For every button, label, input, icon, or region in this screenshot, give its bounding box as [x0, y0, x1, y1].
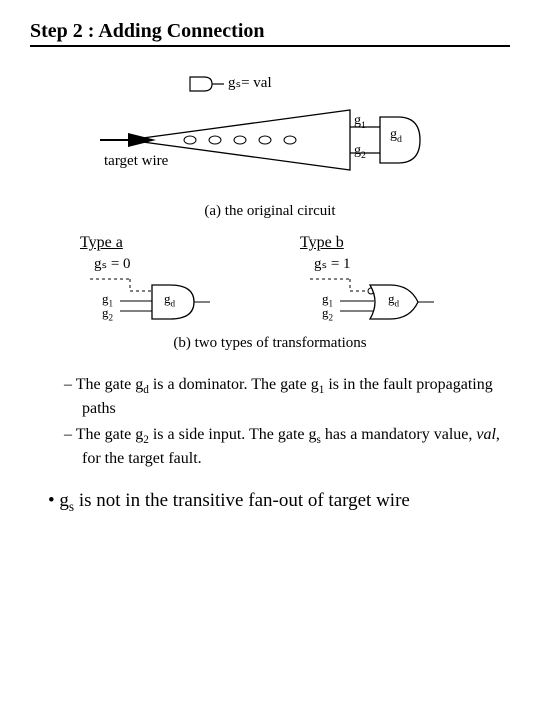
type-a-gate-svg	[70, 277, 250, 327]
caption-b: (b) two types of transformations	[30, 335, 510, 352]
type-b-gs: gₛ = 1	[314, 254, 470, 273]
type-b-header: Type b	[300, 234, 470, 252]
page-title: Step 2 : Adding Connection	[30, 20, 510, 47]
type-b-gate-svg	[290, 277, 470, 327]
type-a-gs: gₛ = 0	[94, 254, 250, 273]
g1-label: g1	[354, 113, 366, 131]
type-b-gd: gd	[388, 291, 399, 309]
gs-val-label: gₛ= val	[228, 73, 272, 92]
notes: – The gate gd is a dominator. The gate g…	[64, 374, 500, 470]
diagram-a: gₛ= val target wire g1 g2 gd	[100, 65, 440, 195]
type-b-g2: g2	[322, 305, 333, 323]
type-a-g2: g2	[102, 305, 113, 323]
target-wire-label: target wire	[104, 153, 168, 170]
g2-label: g2	[354, 143, 366, 161]
type-b-col: Type b gₛ = 1 g1 g2 gd	[290, 234, 470, 327]
caption-a: (a) the original circuit	[30, 203, 510, 220]
note-line-1: – The gate gd is a dominator. The gate g…	[64, 374, 500, 420]
type-a-gd: gd	[164, 291, 175, 309]
gd-label: gd	[390, 127, 402, 145]
note-line-2: – The gate g2 is a side input. The gate …	[64, 424, 500, 470]
type-a-col: Type a gₛ = 0 g1 g2 gd	[70, 234, 250, 327]
diagram-b: Type a gₛ = 0 g1 g2 gd Type b gₛ = 1	[70, 234, 470, 327]
main-bullet: • gs is not in the transitive fan-out of…	[48, 488, 500, 516]
type-a-header: Type a	[80, 234, 250, 252]
